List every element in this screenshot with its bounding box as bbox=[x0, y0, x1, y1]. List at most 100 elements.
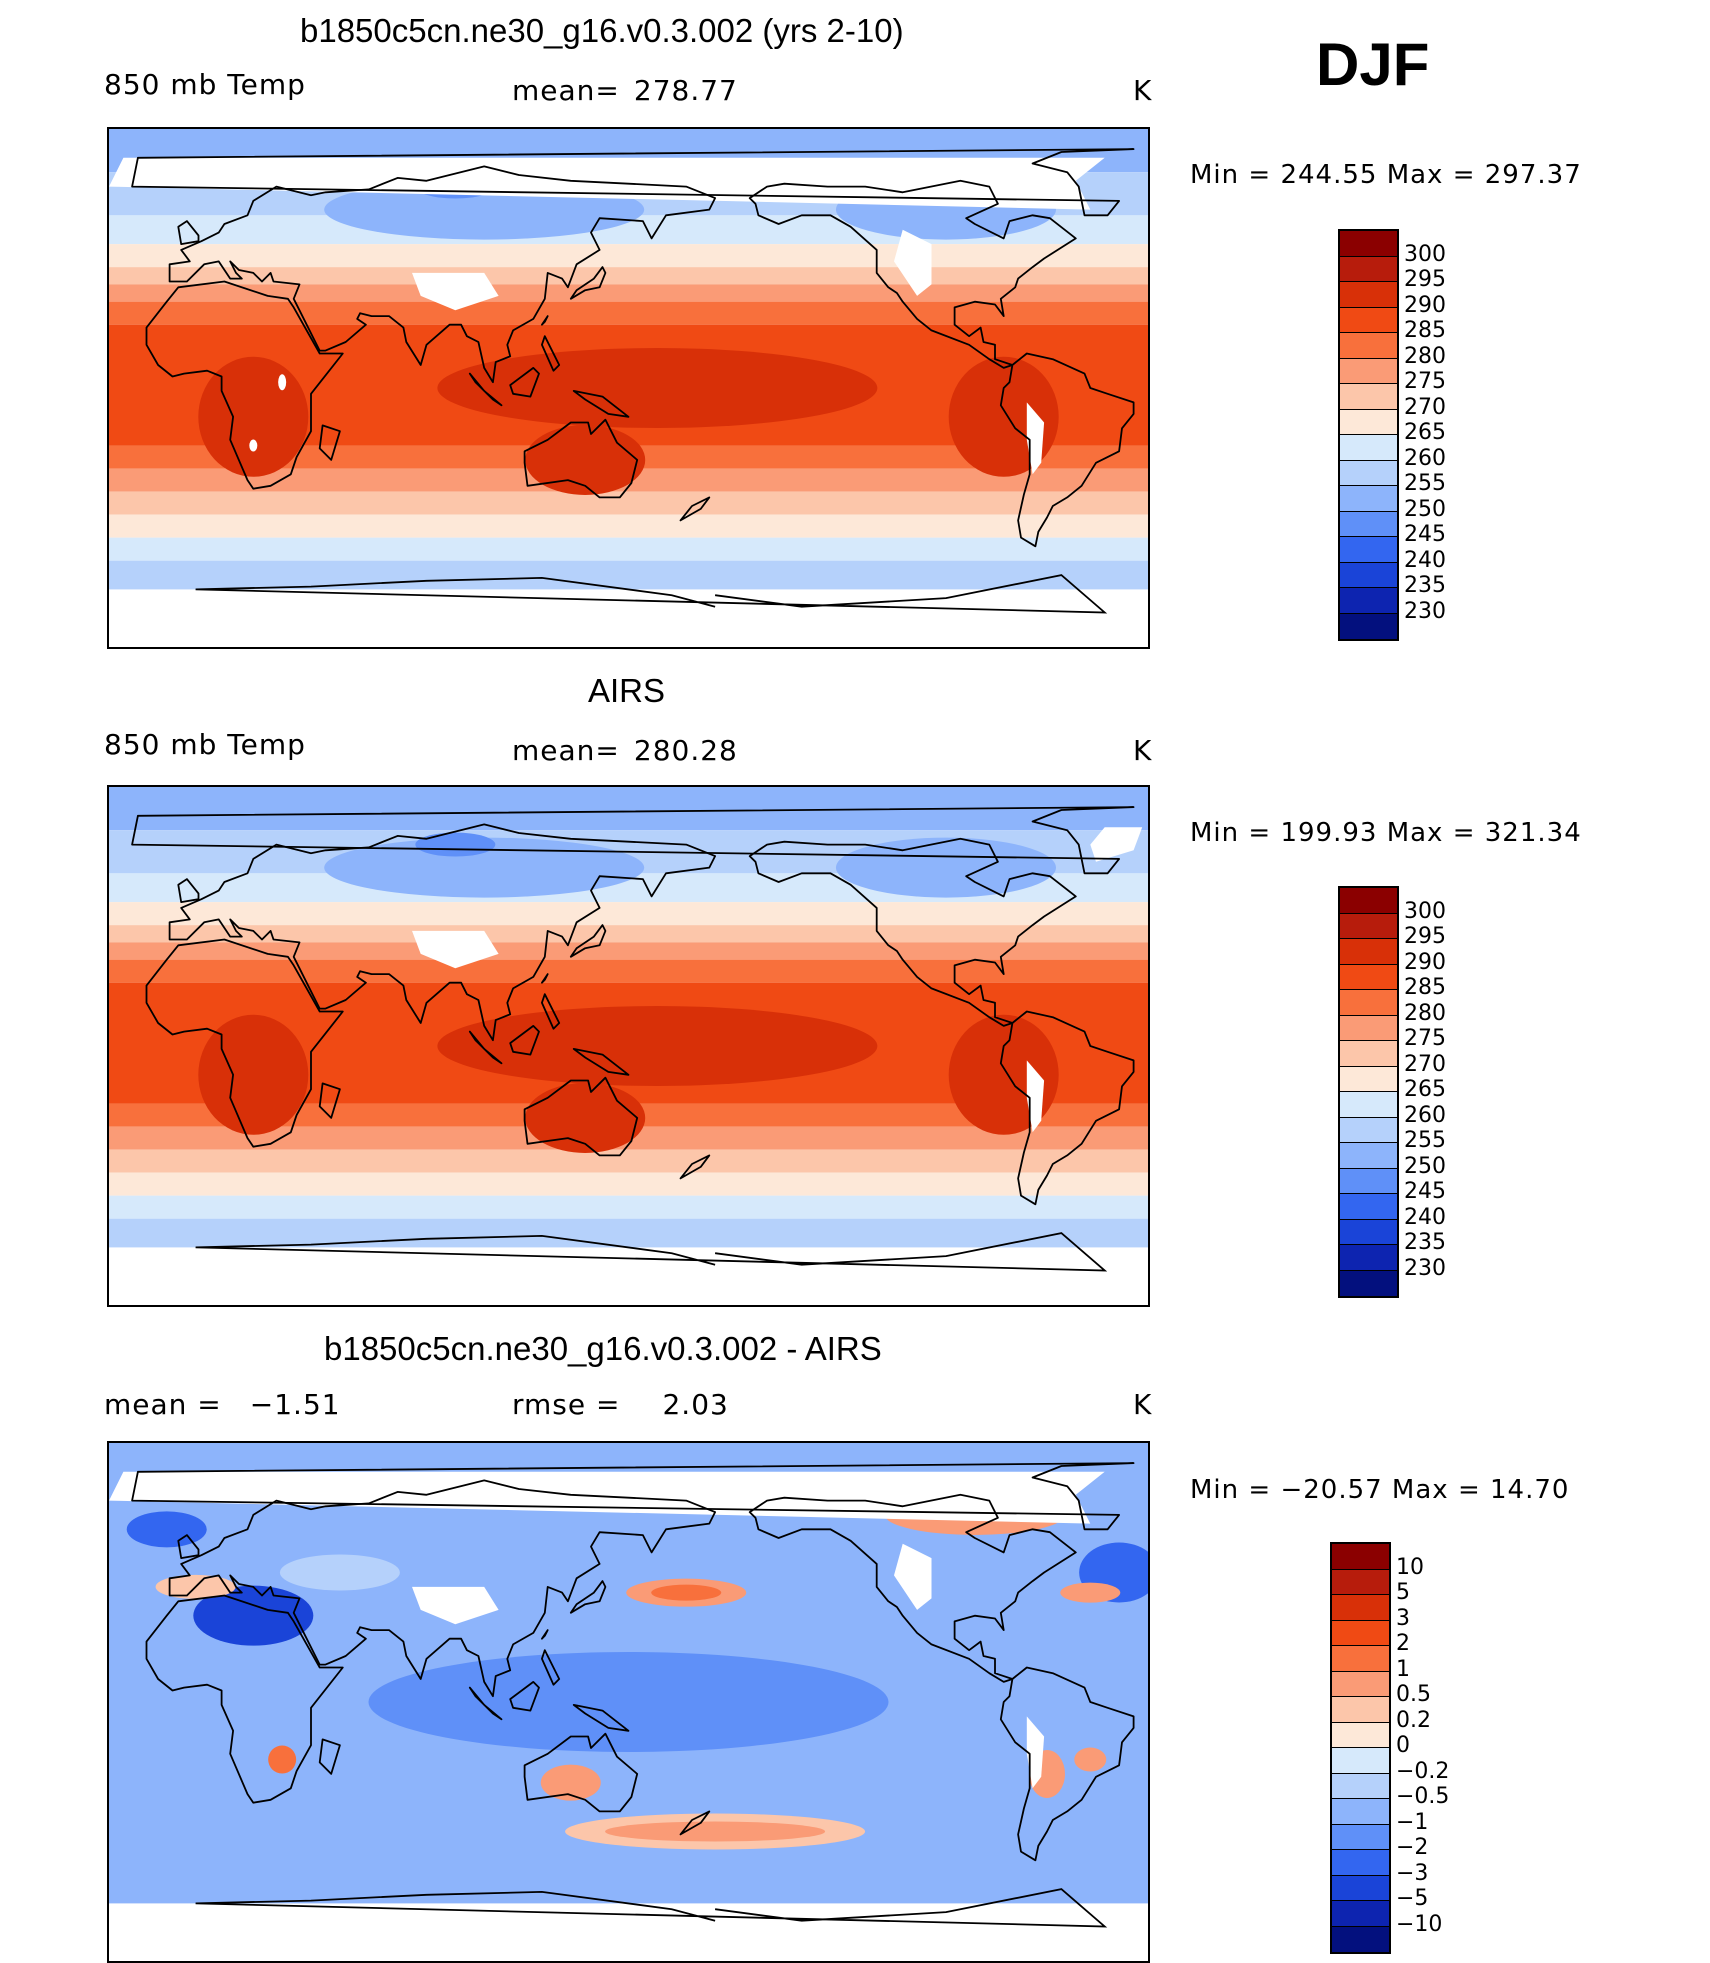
world-map-svg bbox=[109, 129, 1148, 647]
map-color-band bbox=[109, 560, 1148, 590]
panel-1-map bbox=[107, 127, 1150, 649]
panel-3-colorbar bbox=[1330, 1542, 1391, 1954]
panel-1-range-label: Min = 244.55 Max = 297.37 bbox=[1190, 160, 1582, 190]
colorbar-tick-label: 280 bbox=[1404, 1000, 1446, 1026]
panel-3-map bbox=[107, 1441, 1150, 1963]
coastline-antarctica bbox=[195, 1888, 1108, 1928]
colorbar-tick-label: 1 bbox=[1396, 1656, 1410, 1682]
coastline-island bbox=[318, 1082, 341, 1119]
map-cold-region bbox=[324, 837, 645, 898]
panel-1-title: b1850c5cn.ne30_g16.v0.3.002 (yrs 2-10) bbox=[300, 12, 904, 49]
coastline-africa bbox=[145, 1594, 344, 1804]
colorbar-swatch bbox=[1332, 1722, 1389, 1748]
map-color-band bbox=[109, 267, 1148, 285]
colorbar-swatch bbox=[1340, 964, 1397, 990]
map-color-band bbox=[109, 925, 1148, 943]
panel-1-colorbar bbox=[1338, 229, 1399, 641]
map-missing-data bbox=[894, 1543, 932, 1610]
colorbar-swatch bbox=[1332, 1697, 1389, 1723]
coastline-island bbox=[679, 496, 711, 522]
colorbar-swatch bbox=[1340, 588, 1397, 614]
map-warm-region bbox=[198, 356, 309, 477]
coastline-greenland bbox=[131, 148, 1135, 217]
colorbar-tick-label: 275 bbox=[1404, 369, 1446, 394]
colorbar-tick-label: 2 bbox=[1396, 1631, 1410, 1656]
panel-3-mean-stat: mean = −1.51 bbox=[104, 1388, 341, 1421]
map-missing-data bbox=[278, 374, 287, 391]
world-map-svg bbox=[109, 1443, 1148, 1961]
panel-2-mean-value: 280.28 bbox=[633, 734, 738, 767]
colorbar-tick-label: 300 bbox=[1404, 898, 1446, 924]
colorbar-tick-label: 245 bbox=[1404, 522, 1446, 547]
panel-2-range-label: Min = 199.93 Max = 321.34 bbox=[1190, 818, 1582, 848]
colorbar-tick-label: 3 bbox=[1396, 1605, 1410, 1631]
map-missing-data bbox=[412, 930, 499, 969]
panel-3-units-label: K bbox=[1133, 1388, 1153, 1421]
colorbar-tick-label: 240 bbox=[1404, 1204, 1446, 1230]
coastline-namerica bbox=[748, 837, 1077, 1027]
map-missing-data bbox=[249, 439, 258, 452]
map-color-band bbox=[109, 514, 1148, 538]
coastline-antarctica bbox=[195, 574, 1108, 614]
panel-1-mean-label: mean= bbox=[512, 74, 620, 107]
colorbar-swatch bbox=[1340, 990, 1397, 1016]
map-color-band bbox=[109, 942, 1148, 960]
colorbar-swatch bbox=[1340, 1270, 1397, 1296]
colorbar-swatch bbox=[1340, 256, 1397, 282]
panel-3-title: b1850c5cn.ne30_g16.v0.3.002 - AIRS bbox=[324, 1330, 882, 1367]
colorbar-tick-label: −0.5 bbox=[1396, 1784, 1450, 1809]
coastline-africa bbox=[145, 938, 344, 1148]
map-cold-region bbox=[835, 837, 1056, 898]
colorbar-swatch bbox=[1340, 435, 1397, 461]
colorbar-tick-label: 230 bbox=[1404, 598, 1446, 624]
coastline-island bbox=[177, 220, 200, 245]
colorbar-swatch bbox=[1340, 613, 1397, 639]
map-color-band bbox=[109, 537, 1148, 561]
colorbar-tick-label: 275 bbox=[1404, 1026, 1446, 1051]
colorbar-swatch bbox=[1340, 1015, 1397, 1041]
panel-2-variable-label: 850 mb Temp bbox=[104, 728, 306, 761]
panel-3-range-label: Min = −20.57 Max = 14.70 bbox=[1190, 1475, 1570, 1505]
panel-3-mean-label: mean = bbox=[104, 1388, 222, 1421]
colorbar-tick-label: 0 bbox=[1396, 1733, 1410, 1758]
colorbar-swatch bbox=[1340, 1194, 1397, 1220]
map-color-band bbox=[109, 284, 1148, 302]
colorbar-swatch bbox=[1340, 1219, 1397, 1245]
colorbar-swatch bbox=[1340, 1066, 1397, 1092]
coastline-australia bbox=[523, 1076, 639, 1157]
map-color-band bbox=[109, 491, 1148, 515]
colorbar-swatch bbox=[1340, 282, 1397, 308]
panel-3-mean-value: −1.51 bbox=[249, 1388, 341, 1421]
colorbar-tick-label: 300 bbox=[1404, 241, 1446, 267]
map-warm-anomaly bbox=[651, 1584, 722, 1601]
colorbar-tick-label: −3 bbox=[1396, 1860, 1429, 1886]
coastline-greenland bbox=[131, 1462, 1135, 1531]
coastline-island bbox=[569, 1580, 607, 1614]
colorbar-tick-label: 240 bbox=[1404, 547, 1446, 573]
colorbar-tick-label: −1 bbox=[1396, 1809, 1429, 1835]
map-warm-region bbox=[198, 1014, 309, 1135]
colorbar-swatch bbox=[1340, 231, 1397, 257]
map-missing-data bbox=[412, 1586, 499, 1625]
coastline-island bbox=[540, 315, 549, 326]
panel-2-mean-label: mean= bbox=[512, 734, 620, 767]
colorbar-swatch bbox=[1340, 939, 1397, 965]
coastline-island bbox=[468, 372, 503, 407]
coastline-island bbox=[318, 1738, 341, 1775]
colorbar-tick-label: 250 bbox=[1404, 1153, 1446, 1179]
colorbar-tick-label: 230 bbox=[1404, 1255, 1446, 1281]
map-color-band bbox=[109, 959, 1148, 983]
coastline-island bbox=[569, 266, 607, 300]
map-color-band bbox=[109, 902, 1148, 926]
map-color-band bbox=[109, 589, 1148, 647]
colorbar-swatch bbox=[1340, 562, 1397, 588]
coastline-greenland bbox=[131, 806, 1135, 875]
coastline-island bbox=[572, 1047, 630, 1076]
colorbar-swatch bbox=[1340, 460, 1397, 486]
colorbar-tick-label: 0.5 bbox=[1396, 1682, 1431, 1707]
coastline-island bbox=[509, 1680, 540, 1712]
colorbar-tick-label: 285 bbox=[1404, 975, 1446, 1000]
colorbar-tick-label: 10 bbox=[1396, 1554, 1424, 1580]
map-warm-pool bbox=[437, 1006, 878, 1086]
colorbar-tick-label: −0.2 bbox=[1396, 1758, 1450, 1784]
